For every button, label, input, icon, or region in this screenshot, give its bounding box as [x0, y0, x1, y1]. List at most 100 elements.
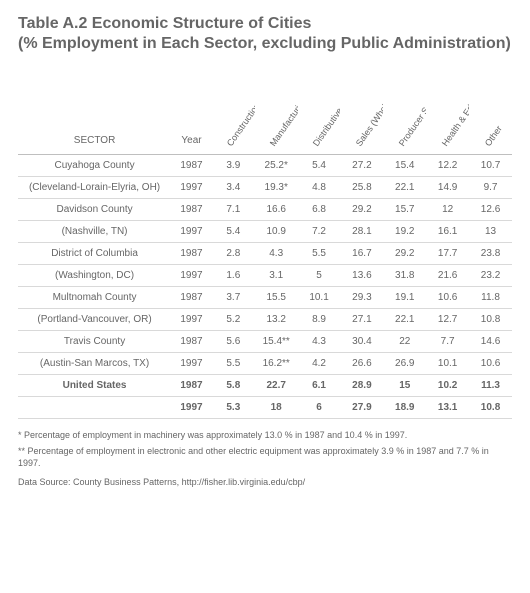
row-year: 1987 [171, 286, 212, 308]
row-value: 5 [298, 264, 341, 286]
row-value: 4.2 [298, 352, 341, 374]
row-value: 13.2 [255, 308, 298, 330]
row-value: 9.7 [469, 176, 512, 198]
row-value: 10.1 [426, 352, 469, 374]
table-row: 19975.318627.918.913.110.8 [18, 396, 512, 418]
row-value: 4.3 [298, 330, 341, 352]
row-year: 1997 [171, 352, 212, 374]
row-value: 8.9 [298, 308, 341, 330]
row-year: 1987 [171, 198, 212, 220]
row-year: 1997 [171, 308, 212, 330]
header-sector: SECTOR [18, 82, 171, 154]
row-value: 2.8 [212, 242, 255, 264]
row-value: 27.1 [340, 308, 383, 330]
row-value: 26.6 [340, 352, 383, 374]
row-value: 7.1 [212, 198, 255, 220]
row-value: 30.4 [340, 330, 383, 352]
row-value: 28.1 [340, 220, 383, 242]
row-value: 6.8 [298, 198, 341, 220]
row-value: 23.2 [469, 264, 512, 286]
row-value: 15.5 [255, 286, 298, 308]
row-year: 1997 [171, 176, 212, 198]
row-value: 19.3* [255, 176, 298, 198]
row-year: 1987 [171, 154, 212, 176]
row-value: 12.2 [426, 154, 469, 176]
employment-table: SECTOR Year Construction Manufacturing D… [18, 82, 512, 419]
table-row: Davidson County19877.116.66.829.215.7121… [18, 198, 512, 220]
row-value: 18.9 [383, 396, 426, 418]
footnote-2: ** Percentage of employment in electroni… [18, 445, 512, 469]
row-value: 25.2* [255, 154, 298, 176]
footnote-1: * Percentage of employment in machinery … [18, 429, 512, 441]
row-value: 12 [426, 198, 469, 220]
data-source: Data Source: County Business Patterns, h… [18, 477, 512, 487]
row-value: 25.8 [340, 176, 383, 198]
header-col-2: Distributive Services [298, 82, 341, 154]
row-value: 10.9 [255, 220, 298, 242]
header-col-0: Construction [212, 82, 255, 154]
row-value: 3.9 [212, 154, 255, 176]
row-value: 29.2 [340, 198, 383, 220]
row-value: 17.7 [426, 242, 469, 264]
table-head: SECTOR Year Construction Manufacturing D… [18, 82, 512, 154]
header-col-4: Producer Services [383, 82, 426, 154]
row-value: 29.3 [340, 286, 383, 308]
row-label: (Cleveland-Lorain-Elyria, OH) [18, 176, 171, 198]
header-col-6: Other [469, 82, 512, 154]
row-value: 23.8 [469, 242, 512, 264]
row-value: 15.4** [255, 330, 298, 352]
row-year: 1987 [171, 330, 212, 352]
row-value: 14.9 [426, 176, 469, 198]
table-row: United States19875.822.76.128.91510.211.… [18, 374, 512, 396]
row-value: 22.1 [383, 308, 426, 330]
row-value: 6 [298, 396, 341, 418]
row-value: 15.7 [383, 198, 426, 220]
row-value: 18 [255, 396, 298, 418]
row-value: 5.4 [298, 154, 341, 176]
row-value: 5.5 [212, 352, 255, 374]
row-year: 1997 [171, 220, 212, 242]
row-value: 27.9 [340, 396, 383, 418]
table-row: (Austin-San Marcos, TX)19975.516.2**4.22… [18, 352, 512, 374]
table-row: (Cleveland-Lorain-Elyria, OH)19973.419.3… [18, 176, 512, 198]
row-value: 5.2 [212, 308, 255, 330]
row-value: 10.6 [469, 352, 512, 374]
row-value: 22 [383, 330, 426, 352]
row-label: (Washington, DC) [18, 264, 171, 286]
header-year: Year [171, 82, 212, 154]
table-row: (Portland-Vancouver, OR)19975.213.28.927… [18, 308, 512, 330]
table-body: Cuyahoga County19873.925.2*5.427.215.412… [18, 154, 512, 418]
row-value: 19.1 [383, 286, 426, 308]
row-value: 10.7 [469, 154, 512, 176]
row-label: (Nashville, TN) [18, 220, 171, 242]
row-value: 12.6 [469, 198, 512, 220]
row-value: 16.7 [340, 242, 383, 264]
row-label: Multnomah County [18, 286, 171, 308]
row-label: Cuyahoga County [18, 154, 171, 176]
header-col-1: Manufacturing [255, 82, 298, 154]
row-value: 3.7 [212, 286, 255, 308]
row-label: (Austin-San Marcos, TX) [18, 352, 171, 374]
row-value: 29.2 [383, 242, 426, 264]
table-container: SECTOR Year Construction Manufacturing D… [18, 82, 512, 419]
table-row: (Washington, DC)19971.63.1513.631.821.62… [18, 264, 512, 286]
row-value: 22.7 [255, 374, 298, 396]
row-value: 4.8 [298, 176, 341, 198]
table-row: Travis County19875.615.4**4.330.4227.714… [18, 330, 512, 352]
table-row: Cuyahoga County19873.925.2*5.427.215.412… [18, 154, 512, 176]
table-row: (Nashville, TN)19975.410.97.228.119.216.… [18, 220, 512, 242]
row-value: 31.8 [383, 264, 426, 286]
row-value: 7.2 [298, 220, 341, 242]
row-value: 5.6 [212, 330, 255, 352]
row-value: 6.1 [298, 374, 341, 396]
row-year: 1997 [171, 264, 212, 286]
row-value: 12.7 [426, 308, 469, 330]
row-year: 1987 [171, 374, 212, 396]
row-value: 7.7 [426, 330, 469, 352]
row-value: 13.1 [426, 396, 469, 418]
row-value: 10.6 [426, 286, 469, 308]
row-label [18, 396, 171, 418]
row-value: 16.6 [255, 198, 298, 220]
row-label: Travis County [18, 330, 171, 352]
row-value: 27.2 [340, 154, 383, 176]
